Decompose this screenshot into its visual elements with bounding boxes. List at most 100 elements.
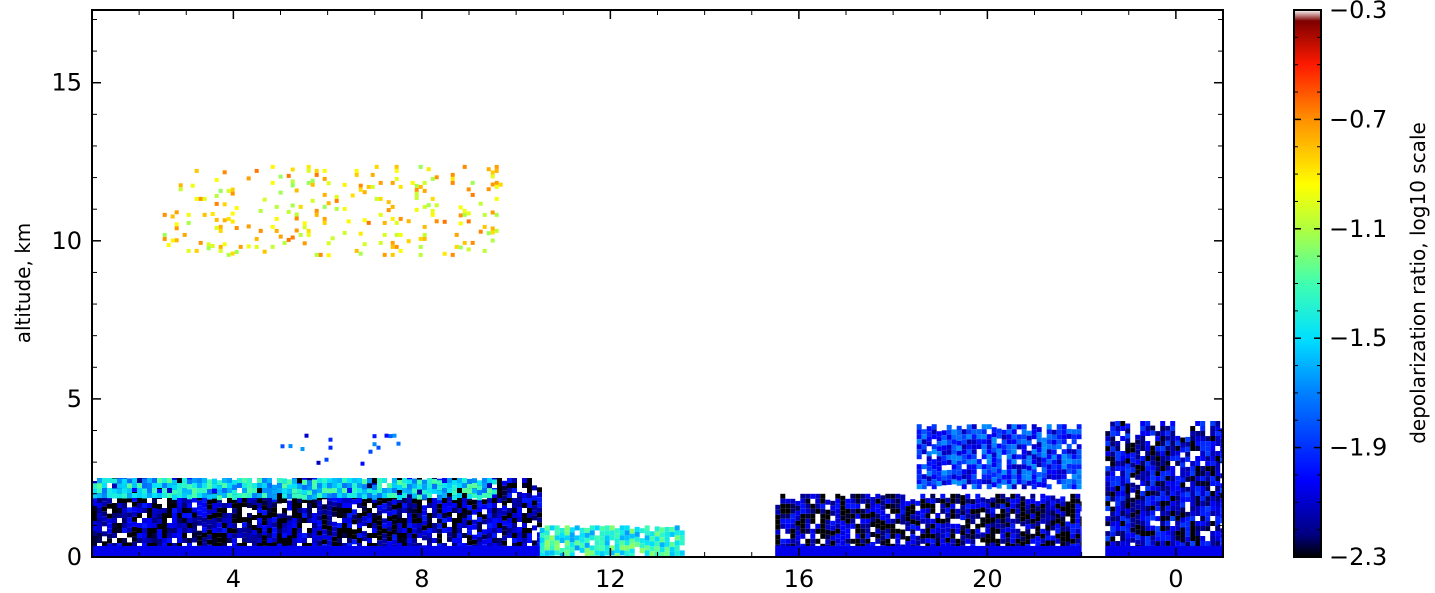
data-cell — [604, 530, 610, 536]
data-cell — [477, 532, 482, 537]
data-cell — [940, 518, 946, 524]
data-cell — [956, 435, 962, 441]
data-cell — [996, 473, 1002, 479]
data-cell — [457, 498, 462, 503]
data-cell — [549, 535, 555, 541]
data-cell — [1130, 487, 1136, 493]
data-cell — [392, 519, 397, 525]
data-cell — [167, 488, 172, 493]
data-cell — [342, 533, 347, 538]
data-cell — [950, 493, 956, 499]
data-cell — [527, 478, 532, 483]
data-cell — [1195, 496, 1201, 501]
data-cell — [502, 540, 507, 546]
data-cell — [477, 512, 482, 517]
data-cell — [1066, 458, 1072, 464]
data-cell — [472, 478, 477, 484]
data-cell — [1165, 450, 1171, 456]
data-cell — [218, 188, 223, 193]
data-cell — [1145, 536, 1151, 541]
data-cell — [452, 523, 457, 528]
data-cell — [202, 512, 207, 518]
data-cell — [920, 493, 926, 499]
data-cell — [316, 460, 321, 465]
data-cell — [370, 184, 375, 189]
data-cell — [1125, 438, 1131, 444]
data-cell — [930, 508, 936, 514]
data-cell — [860, 528, 866, 534]
data-cell — [1030, 498, 1036, 504]
data-cell — [1011, 439, 1017, 445]
data-cell — [392, 504, 397, 510]
data-cell — [1185, 491, 1191, 497]
data-cell — [322, 524, 327, 530]
data-cell — [1145, 506, 1151, 511]
data-cell — [594, 540, 600, 546]
data-cell — [895, 508, 901, 514]
data-cell — [1130, 447, 1136, 453]
data-cell — [157, 514, 162, 519]
data-cell — [800, 498, 806, 504]
data-cell — [457, 528, 462, 533]
data-cell — [1165, 490, 1171, 496]
data-cell — [337, 508, 342, 513]
data-cell — [177, 478, 182, 483]
data-cell — [599, 551, 605, 557]
data-cell — [202, 527, 207, 533]
data-cell — [945, 542, 951, 548]
data-cell — [107, 488, 112, 493]
data-cell — [232, 533, 237, 539]
data-cell — [422, 494, 427, 500]
data-cell — [477, 542, 482, 547]
data-cell — [437, 480, 442, 486]
data-cell — [242, 517, 247, 523]
data-cell — [795, 530, 801, 536]
data-cell — [352, 488, 357, 493]
data-cell — [865, 508, 871, 514]
data-cell — [1220, 528, 1223, 534]
data-cell — [354, 168, 359, 173]
data-cell — [262, 515, 267, 521]
data-cell — [996, 433, 1002, 439]
data-cell — [326, 253, 331, 258]
data-cell — [1130, 472, 1136, 478]
data-cell — [1190, 481, 1196, 486]
data-cell — [452, 528, 457, 533]
data-cell — [981, 454, 987, 460]
data-cell — [192, 517, 197, 523]
data-cell — [830, 525, 836, 531]
data-cell — [1145, 466, 1151, 471]
data-cell — [402, 543, 407, 548]
data-cell — [286, 237, 291, 242]
data-cell — [810, 513, 816, 519]
data-cell — [1150, 515, 1156, 521]
data-cell — [347, 493, 352, 498]
data-cell — [492, 518, 497, 523]
data-cell — [527, 508, 532, 513]
data-cell — [467, 525, 472, 531]
data-cell — [97, 538, 102, 543]
data-cell — [147, 513, 152, 518]
data-cell — [1160, 541, 1166, 546]
data-cell — [477, 495, 482, 501]
data-cell — [527, 518, 532, 523]
data-cell — [1145, 451, 1151, 456]
data-cell — [981, 429, 987, 435]
data-cell — [1011, 469, 1017, 475]
data-cell — [1160, 476, 1166, 481]
data-cell — [970, 504, 976, 510]
data-cell — [1060, 526, 1066, 532]
data-cell — [1041, 442, 1047, 448]
data-cell — [1130, 507, 1136, 513]
data-cell — [437, 523, 442, 529]
data-cell — [466, 211, 471, 216]
data-cell — [1005, 497, 1011, 503]
data-cell — [437, 538, 442, 544]
data-cell — [1155, 486, 1161, 492]
data-cell — [1205, 486, 1211, 492]
data-cell — [875, 498, 881, 504]
data-cell — [916, 484, 922, 490]
data-cell — [427, 528, 432, 533]
data-cell — [935, 523, 941, 528]
data-cell — [875, 538, 881, 544]
